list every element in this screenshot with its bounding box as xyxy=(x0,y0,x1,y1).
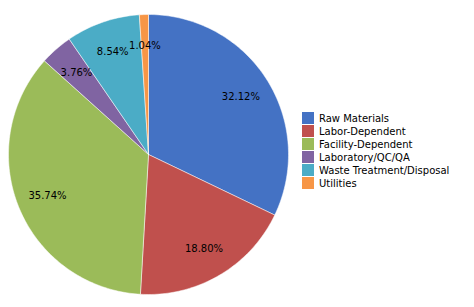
html-text:Utilities: Utilities xyxy=(319,177,357,189)
html-text:Facility-Dependent: Facility-Dependent xyxy=(319,138,413,150)
svg-text:35.74%: 35.74% xyxy=(28,190,66,201)
svg-text:18.80%: 18.80% xyxy=(185,242,223,253)
html-text:Labor-Dependent: Labor-Dependent xyxy=(319,125,406,137)
svg-text:1.04%: 1.04% xyxy=(129,39,161,50)
html-text:Waste Treatment/Disposal: Waste Treatment/Disposal xyxy=(319,164,450,176)
svg-text:3.76%: 3.76% xyxy=(61,66,93,77)
svg-text:8.54%: 8.54% xyxy=(97,45,129,56)
svg-text:32.12%: 32.12% xyxy=(222,90,260,101)
html-text:Raw Materials: Raw Materials xyxy=(319,112,390,124)
html-text:Laboratory/QC/QA: Laboratory/QC/QA xyxy=(319,151,410,163)
